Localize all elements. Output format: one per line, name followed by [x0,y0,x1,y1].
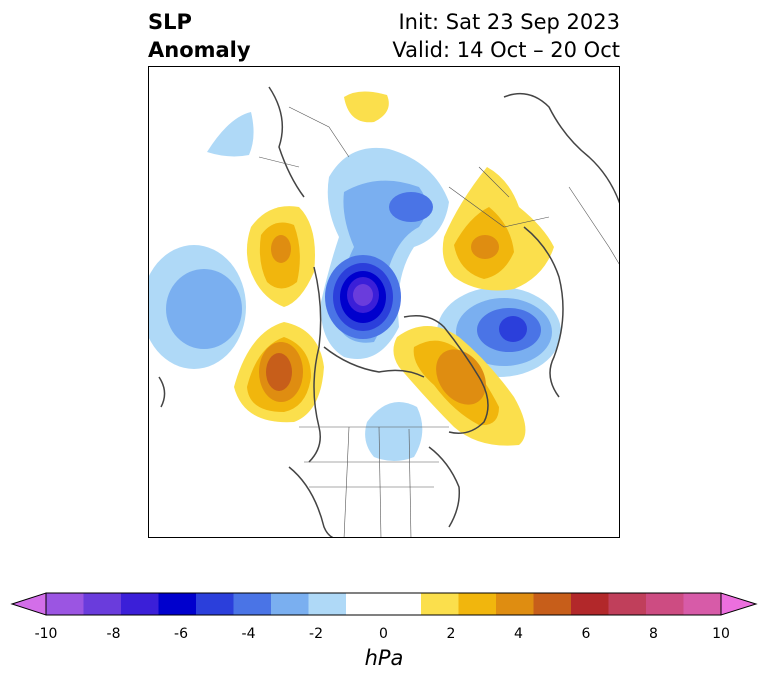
anomaly-low-pacific [149,245,246,369]
colorbar-segment [496,593,534,615]
colorbar-segment [196,593,234,615]
init-date: Init: Sat 23 Sep 2023 [398,10,620,34]
date-info: Init: Sat 23 Sep 2023 Valid: 14 Oct – 20… [392,8,620,64]
colorbar-segment [46,593,84,615]
colorbar-tick-label: 10 [712,626,730,642]
anomaly-low-arctic [320,147,449,359]
colorbar-segment [458,593,497,615]
colorbar-segment [571,593,609,615]
colorbar-tick-label: -2 [309,626,323,642]
colorbar-outline [45,592,722,616]
slp-anomaly-map [149,86,619,537]
colorbar-segment [421,593,459,615]
colorbar-segment [646,593,684,615]
valid-range: Valid: 14 Oct – 20 Oct [392,38,620,62]
colorbar-segment [158,593,197,615]
colorbar-tick-label: 6 [581,626,591,642]
colorbar-tick-label: -4 [241,626,256,642]
anomaly-high-greenland [393,326,526,446]
anomaly-high-europe-north [344,91,389,123]
colorbar-tick-label: 0 [379,626,388,642]
anomaly-high-alaska-coast [246,206,315,307]
colorbar-segment [233,593,272,615]
coastlines [158,86,619,537]
colorbar-tick-label: -10 [34,626,58,642]
colorbar-extend-low [10,592,47,616]
colorbar-extend-high [720,592,758,616]
title-line-2: Anomaly [148,38,251,62]
anomaly-low-northwest [207,112,254,157]
colorbar-segment [271,593,309,615]
colorbar-segment [383,593,422,615]
colorbar-segment [608,593,647,615]
colorbar-segment [308,593,347,615]
colorbar-segment [533,593,572,615]
anomaly-high-russia [442,167,554,291]
map-panel [148,66,620,538]
colorbar-tick-label: 8 [649,626,658,642]
anomaly-low-north-america [365,402,423,461]
colorbar-unit-label: hPa [364,646,404,670]
colorbar [10,592,758,616]
map-title: SLP Anomaly [148,8,251,64]
title-line-1: SLP [148,10,192,34]
colorbar-tick-label: -8 [106,626,121,642]
country-borders [258,106,619,537]
colorbar-tick-label: 2 [446,626,456,642]
colorbar-segment [83,593,122,615]
colorbar-tick-label: -6 [174,626,188,642]
colorbar-segments [10,592,758,616]
colorbar-tick-label: 4 [514,626,523,642]
colorbar-segment [346,593,384,615]
colorbar-segment [121,593,159,615]
colorbar-segment [683,593,722,615]
anomaly-high-gulf-of-alaska [234,322,324,423]
